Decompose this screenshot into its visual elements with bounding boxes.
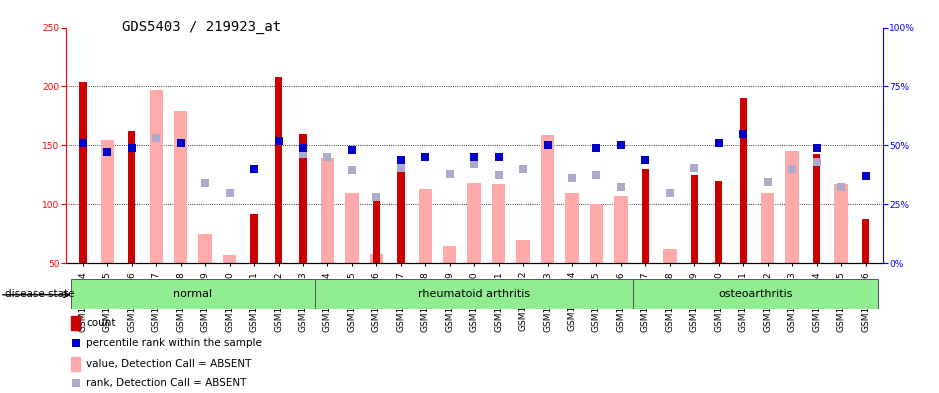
Bar — [370, 254, 383, 263]
Bar — [316, 279, 633, 309]
Text: rank, Detection Call = ABSENT: rank, Detection Call = ABSENT — [86, 378, 247, 388]
Bar — [373, 200, 380, 263]
Bar — [761, 193, 775, 263]
Bar — [813, 154, 821, 263]
Bar — [300, 134, 307, 263]
Text: normal: normal — [174, 289, 212, 299]
Bar — [663, 249, 677, 263]
Bar — [565, 193, 578, 263]
Bar — [79, 82, 86, 263]
Text: count: count — [86, 318, 115, 328]
Bar — [633, 279, 878, 309]
Bar — [100, 140, 114, 263]
Bar — [443, 246, 456, 263]
Bar — [712, 262, 726, 263]
Text: GDS5403 / 219923_at: GDS5403 / 219923_at — [122, 20, 281, 34]
Bar — [492, 184, 505, 263]
Bar — [198, 234, 212, 263]
Bar — [346, 193, 359, 263]
Bar — [468, 183, 481, 263]
Bar — [590, 204, 603, 263]
Bar — [275, 77, 283, 263]
Bar — [397, 169, 405, 263]
Bar — [740, 98, 747, 263]
Bar — [71, 316, 80, 330]
Bar — [321, 158, 334, 263]
Text: rheumatoid arthritis: rheumatoid arthritis — [418, 289, 531, 299]
Bar — [716, 181, 722, 263]
Bar — [128, 131, 135, 263]
Bar — [785, 151, 799, 263]
Text: value, Detection Call = ABSENT: value, Detection Call = ABSENT — [86, 359, 252, 369]
Bar — [174, 111, 188, 263]
Bar — [419, 189, 432, 263]
Bar — [690, 175, 698, 263]
Bar — [541, 135, 554, 263]
Bar — [835, 184, 848, 263]
Bar — [251, 214, 258, 263]
Text: disease state: disease state — [5, 288, 74, 299]
Bar — [614, 196, 627, 263]
Bar — [862, 219, 870, 263]
Bar — [641, 169, 649, 263]
Bar — [516, 240, 530, 263]
Bar — [71, 357, 80, 371]
Bar — [70, 279, 316, 309]
Text: osteoarthritis: osteoarthritis — [718, 289, 793, 299]
Text: percentile rank within the sample: percentile rank within the sample — [86, 338, 262, 349]
Bar — [149, 90, 163, 263]
Bar — [223, 255, 237, 263]
